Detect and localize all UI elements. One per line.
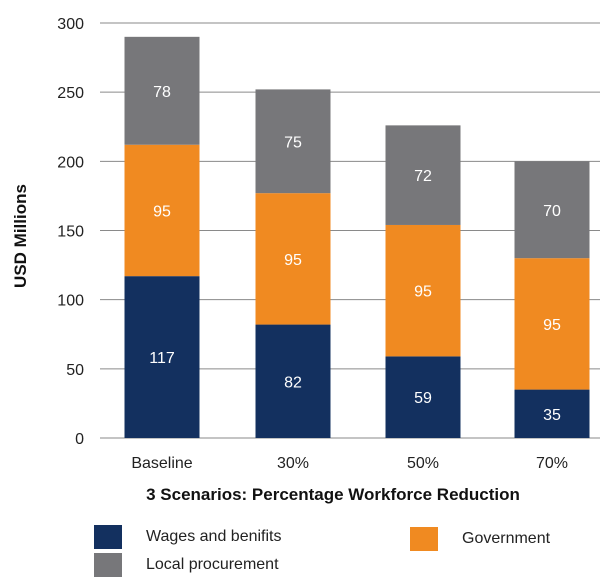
x-tick-label-3: 50% [407, 455, 439, 472]
y-tick-label-100: 100 [57, 293, 84, 310]
x-axis-tick-labels: Baseline 30% 50% 70% [131, 455, 568, 472]
bar-2-2 [255, 193, 331, 325]
bar-value-label-2-1: 95 [153, 203, 171, 220]
bars: 117 95 78 82 95 75 59 95 72 35 95 70 [124, 36, 590, 438]
bar-2-4 [514, 258, 590, 390]
bar-value-label-2-2: 95 [284, 252, 302, 269]
bar-value-label-1-4: 35 [543, 407, 561, 424]
y-tick-label-300: 300 [57, 16, 84, 33]
bar-value-label-2-3: 95 [414, 284, 432, 301]
bar-value-label-1-2: 82 [284, 374, 302, 391]
legend-label-local-procurement: Local procurement [146, 556, 279, 573]
legend-swatch-government [410, 527, 438, 551]
bar-3-3 [385, 125, 461, 225]
legend-label-wages: Wages and benifits [146, 528, 282, 545]
legend-swatch-local-procurement [94, 553, 122, 577]
y-axis-title: USD Millions [11, 184, 30, 288]
bar-1-3 [385, 356, 461, 438]
bar-1-2 [255, 324, 331, 438]
legend-item-wages: Wages and benifits [94, 525, 281, 549]
bar-1-4 [514, 389, 590, 438]
bar-value-label-3-4: 70 [543, 203, 561, 220]
bar-2-3 [385, 224, 461, 357]
x-tick-label-1: Baseline [131, 455, 192, 472]
x-axis-title: 3 Scenarios: Percentage Workforce Reduct… [146, 485, 520, 504]
bar-2-1 [124, 144, 200, 277]
legend-label-government: Government [462, 530, 551, 547]
bar-1-1 [124, 276, 200, 438]
bar-3-2 [255, 89, 331, 194]
y-tick-label-50: 50 [66, 362, 84, 379]
x-tick-label-4: 70% [536, 455, 568, 472]
legend-swatch-wages [94, 525, 122, 549]
legend-item-government: Government [410, 527, 550, 551]
bar-value-label-3-3: 72 [414, 168, 432, 185]
legend-item-local-procurement: Local procurement [94, 553, 279, 577]
bar-value-label-1-3: 59 [414, 390, 432, 407]
bar-value-label-2-4: 95 [543, 317, 561, 334]
y-tick-label-250: 250 [57, 85, 84, 102]
y-tick-label-0: 0 [75, 431, 84, 448]
bar-3-4 [514, 161, 590, 259]
y-tick-label-200: 200 [57, 154, 84, 171]
bar-value-label-3-2: 75 [284, 134, 302, 151]
y-tick-label-150: 150 [57, 224, 84, 241]
bar-3-1 [124, 36, 200, 145]
x-tick-label-2: 30% [277, 455, 309, 472]
bar-value-label-3-1: 78 [153, 84, 171, 101]
y-axis-tick-labels: 0 50 100 150 200 250 300 [57, 16, 84, 448]
bar-value-label-1-1: 117 [149, 350, 175, 367]
legend: Wages and benifits Government Local proc… [0, 515, 600, 577]
